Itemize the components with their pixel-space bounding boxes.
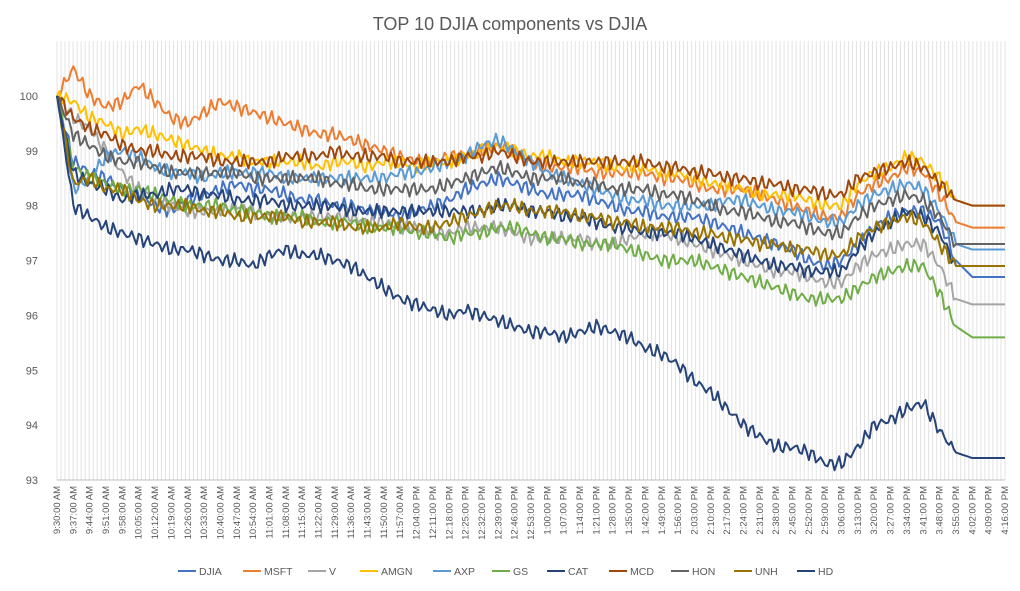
x-tick-label: 1:21:00 PM bbox=[591, 486, 602, 535]
x-tick-label: 3:13:00 PM bbox=[853, 486, 864, 535]
x-tick-label: 3:34:00 PM bbox=[902, 486, 913, 535]
x-tick-label: 10:26:00 AM bbox=[183, 486, 194, 539]
series-line-unh bbox=[56, 95, 1005, 267]
x-tick-label: 11:43:00 AM bbox=[363, 486, 374, 539]
x-tick-label: 10:40:00 AM bbox=[215, 486, 226, 539]
x-tick-label: 3:20:00 PM bbox=[869, 486, 880, 535]
x-tick-label: 10:33:00 AM bbox=[199, 486, 210, 539]
series-line-cat bbox=[56, 95, 1005, 279]
x-tick-label: 11:50:00 AM bbox=[379, 486, 390, 539]
x-tick-label: 11:57:00 AM bbox=[395, 486, 406, 539]
legend-label: MSFT bbox=[264, 566, 293, 578]
y-tick-label: 99 bbox=[26, 146, 38, 158]
x-tick-label: 4:16:00 PM bbox=[1000, 486, 1011, 535]
legend: DJIA MSFT V AMGN AXP GS CAT MCD HON UNH HD bbox=[178, 566, 834, 578]
legend-label: HON bbox=[692, 566, 715, 578]
x-tick-label: 11:29:00 AM bbox=[330, 486, 341, 539]
y-tick-label: 98 bbox=[26, 201, 38, 213]
x-tick-label: 9:58:00 AM bbox=[117, 486, 128, 534]
x-tick-label: 1:14:00 PM bbox=[575, 486, 586, 535]
x-tick-label: 11:15:00 AM bbox=[297, 486, 308, 539]
x-tick-label: 12:46:00 PM bbox=[510, 486, 521, 540]
legend-label: CAT bbox=[568, 566, 589, 578]
x-tick-label: 2:10:00 PM bbox=[706, 486, 717, 535]
legend-label: MCD bbox=[630, 566, 654, 578]
legend-label: UNH bbox=[755, 566, 778, 578]
x-tick-label: 10:19:00 AM bbox=[166, 486, 177, 539]
x-tick-label: 1:42:00 PM bbox=[640, 486, 651, 535]
x-tick-label: 12:39:00 PM bbox=[493, 486, 504, 540]
x-tick-label: 10:05:00 AM bbox=[134, 486, 145, 539]
x-tick-label: 2:59:00 PM bbox=[820, 486, 831, 535]
x-tick-label: 3:06:00 PM bbox=[837, 486, 848, 535]
x-tick-label: 9:44:00 AM bbox=[85, 486, 96, 534]
series-line-hd bbox=[56, 95, 1005, 472]
series-line-hon bbox=[56, 95, 1005, 248]
y-tick-label: 100 bbox=[20, 91, 38, 103]
x-tick-label: 2:17:00 PM bbox=[722, 486, 733, 535]
x-tick-label: 9:30:00 AM bbox=[52, 486, 63, 534]
x-tick-label: 10:12:00 AM bbox=[150, 486, 161, 539]
x-tick-label: 2:38:00 PM bbox=[771, 486, 782, 535]
x-tick-label: 2:52:00 PM bbox=[804, 486, 815, 535]
x-tick-label: 12:11:00 PM bbox=[428, 486, 439, 539]
x-tick-label: 4:02:00 PM bbox=[967, 486, 978, 535]
legend-label: AXP bbox=[454, 566, 475, 578]
legend-label: GS bbox=[513, 566, 528, 578]
x-tick-label: 3:55:00 PM bbox=[951, 486, 962, 535]
series-line-gs bbox=[56, 95, 1005, 339]
legend-label: AMGN bbox=[381, 566, 413, 578]
x-tick-label: 2:31:00 PM bbox=[755, 486, 766, 535]
x-tick-label: 1:00:00 PM bbox=[542, 486, 553, 535]
y-tick-label: 94 bbox=[26, 420, 38, 432]
series-lines bbox=[56, 65, 1005, 472]
x-tick-label: 1:56:00 PM bbox=[673, 486, 684, 535]
y-axis-ticks: 93 94 95 96 97 98 99 100 bbox=[20, 91, 38, 487]
x-tick-label: 11:08:00 AM bbox=[281, 486, 292, 539]
x-tick-label: 10:47:00 AM bbox=[232, 486, 243, 539]
x-tick-label: 12:25:00 PM bbox=[461, 486, 472, 540]
x-tick-label: 9:37:00 AM bbox=[68, 486, 79, 534]
x-tick-label: 12:18:00 PM bbox=[444, 486, 455, 540]
x-tick-label: 3:27:00 PM bbox=[886, 486, 897, 535]
x-tick-label: 2:03:00 PM bbox=[689, 486, 700, 535]
x-tick-label: 3:48:00 PM bbox=[935, 486, 946, 535]
legend-label: HD bbox=[818, 566, 834, 578]
series-line-mcd bbox=[56, 95, 1005, 207]
x-tick-label: 3:41:00 PM bbox=[918, 486, 929, 535]
x-tick-label: 11:36:00 AM bbox=[346, 486, 357, 539]
x-tick-label: 12:04:00 PM bbox=[412, 486, 423, 540]
x-tick-label: 10:54:00 AM bbox=[248, 486, 259, 539]
x-tick-label: 1:07:00 PM bbox=[559, 486, 570, 535]
x-tick-label: 12:53:00 PM bbox=[526, 486, 537, 540]
y-tick-label: 96 bbox=[26, 310, 38, 322]
y-tick-label: 97 bbox=[26, 256, 38, 268]
x-tick-label: 2:24:00 PM bbox=[738, 486, 749, 535]
x-tick-label: 11:01:00 AM bbox=[264, 486, 275, 539]
x-tick-label: 9:51:00 AM bbox=[101, 486, 112, 534]
series-line-axp bbox=[56, 95, 1005, 251]
y-tick-label: 95 bbox=[26, 365, 38, 377]
chart-title: TOP 10 DJIA components vs DJIA bbox=[373, 14, 647, 34]
x-tick-label: 12:32:00 PM bbox=[477, 486, 488, 540]
x-tick-label: 2:45:00 PM bbox=[788, 486, 799, 535]
x-tick-label: 1:28:00 PM bbox=[608, 486, 619, 535]
legend-label: V bbox=[329, 566, 336, 578]
x-tick-label: 11:22:00 AM bbox=[314, 486, 325, 539]
x-tick-label: 1:35:00 PM bbox=[624, 486, 635, 535]
legend-label: DJIA bbox=[199, 566, 222, 578]
x-tick-label: 1:49:00 PM bbox=[657, 486, 668, 535]
y-tick-label: 93 bbox=[26, 475, 38, 487]
x-tick-label: 4:09:00 PM bbox=[984, 486, 995, 535]
x-axis-ticks: 9:30:00 AM 9:37:00 AM 9:44:00 AM 9:51:00 AM… bbox=[52, 486, 1011, 540]
